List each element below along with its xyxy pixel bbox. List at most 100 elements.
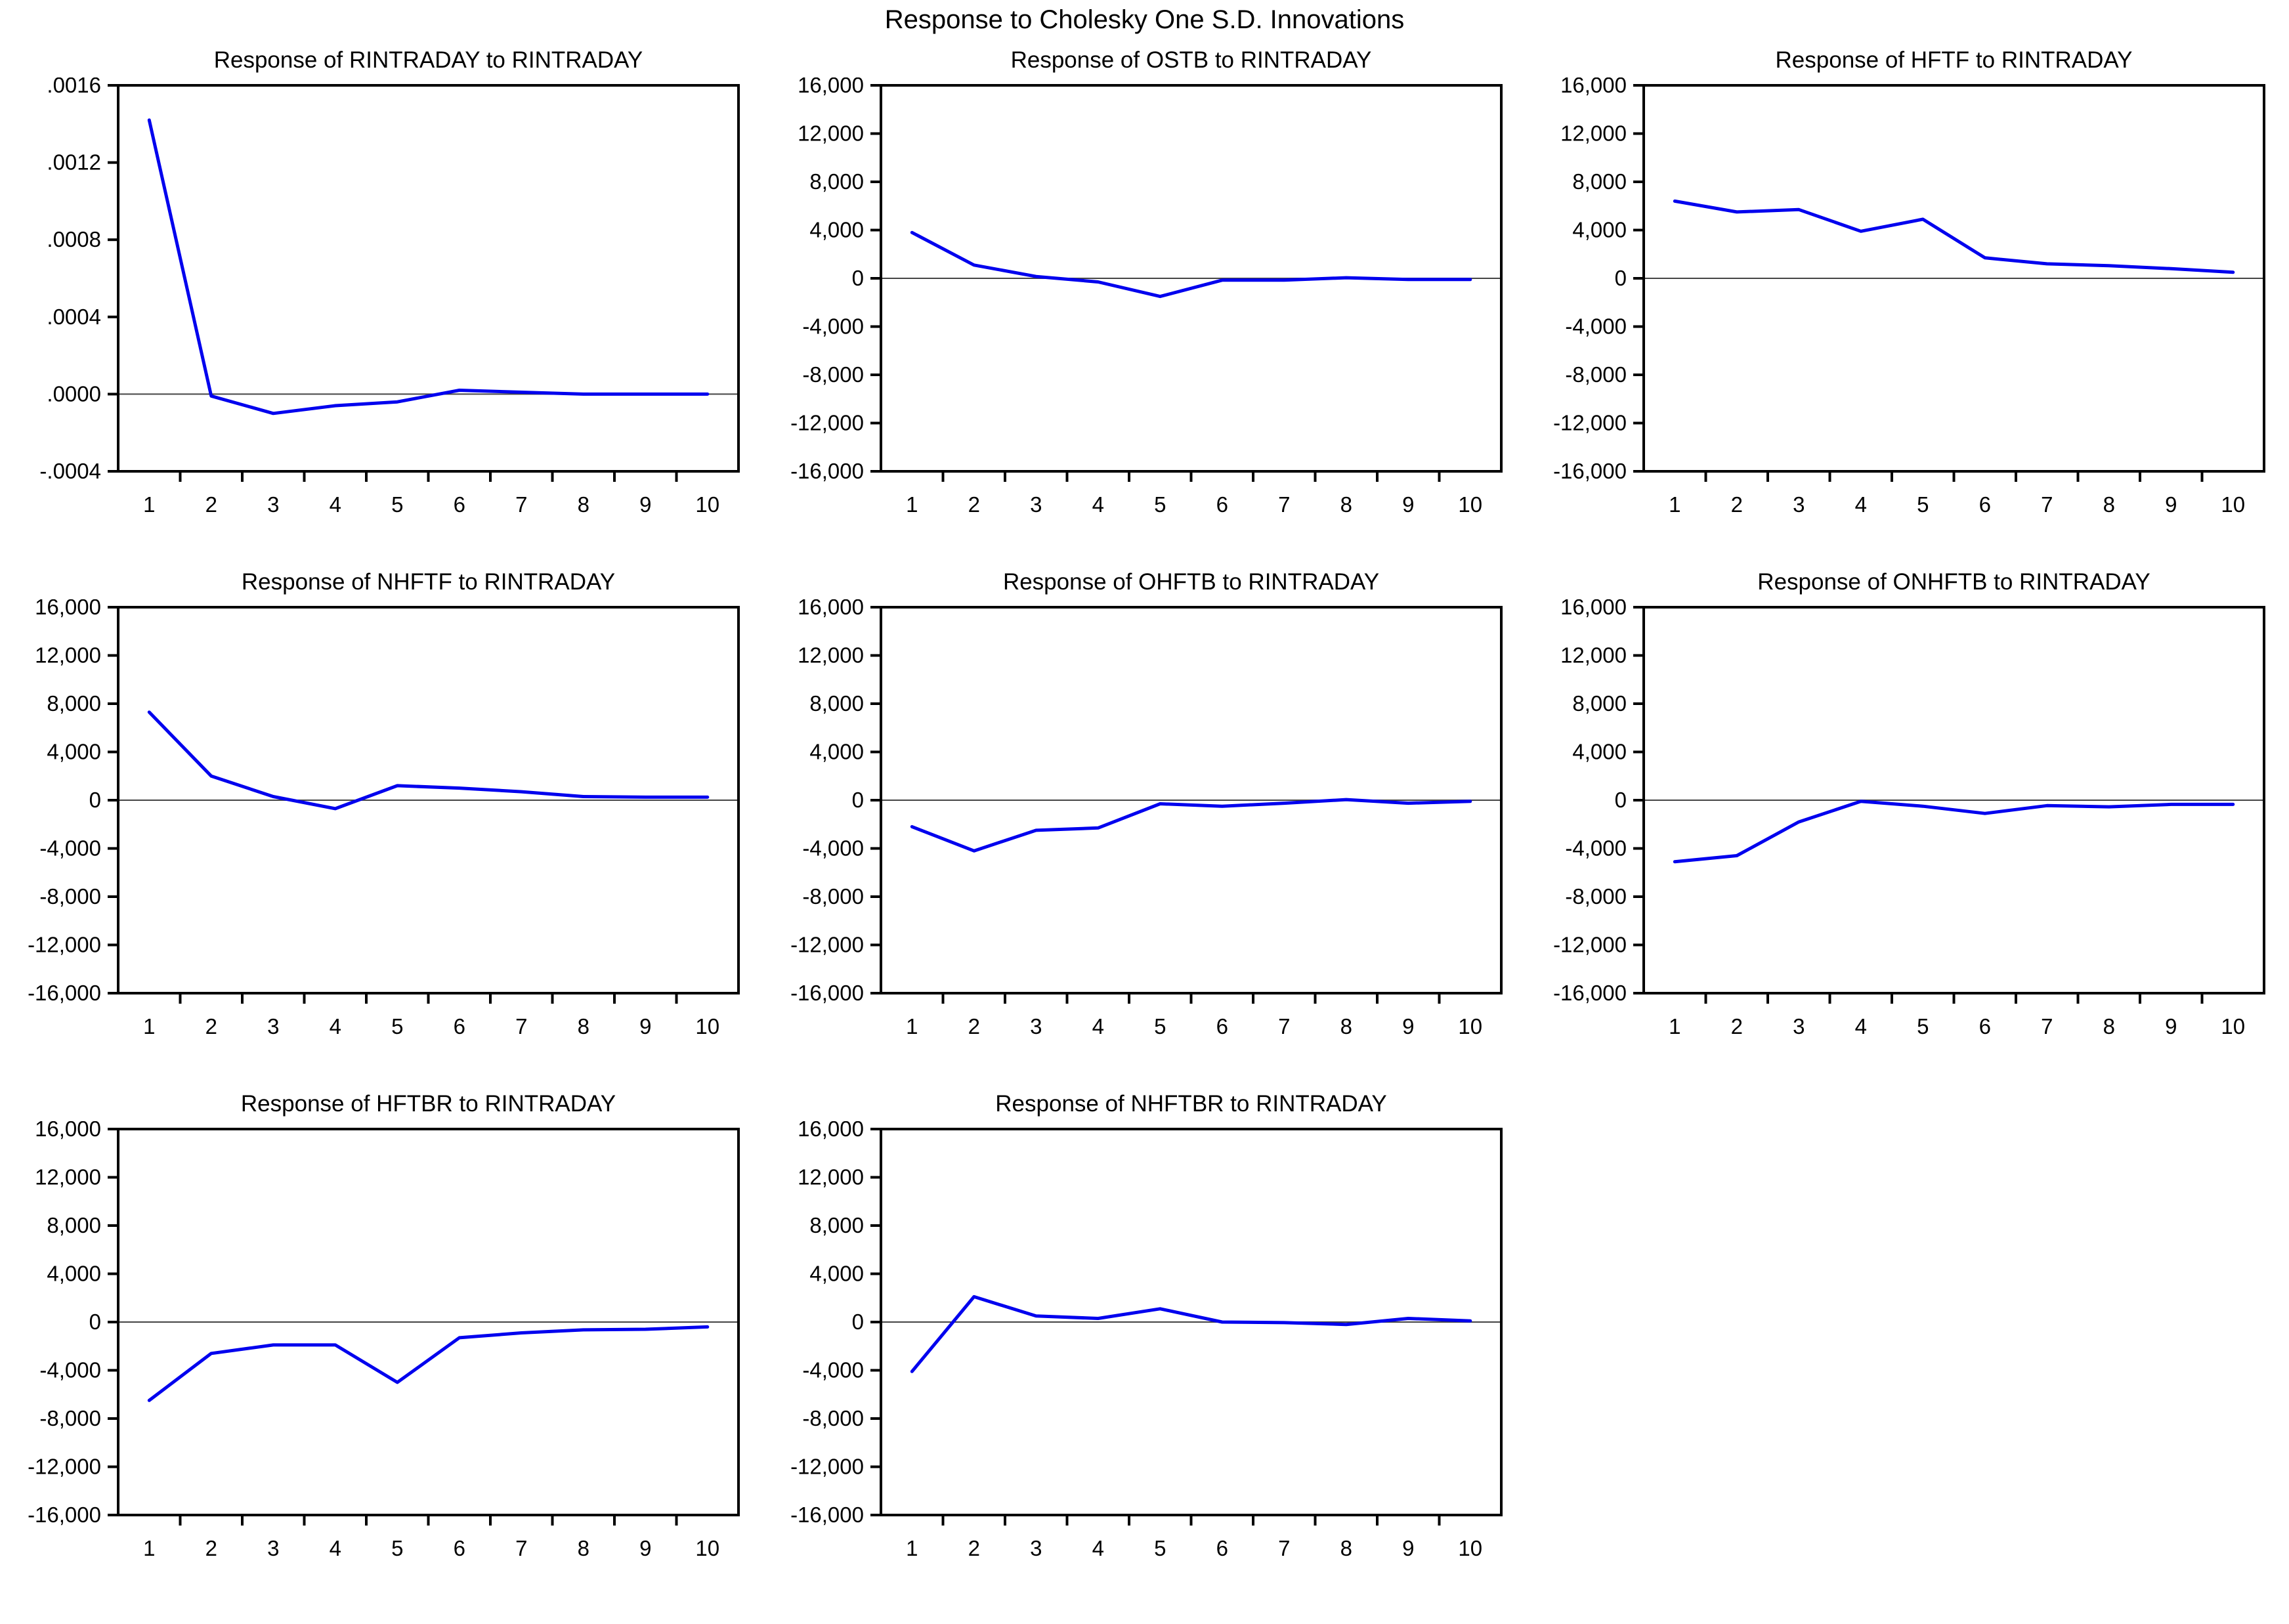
x-tick-label: 9 (2165, 1014, 2177, 1038)
x-tick-label: 5 (1917, 492, 1929, 517)
x-tick-label: 3 (1030, 492, 1042, 517)
x-tick-label: 1 (143, 1014, 155, 1038)
x-tick-label: 6 (454, 1536, 465, 1560)
y-tick-label: 8,000 (809, 691, 864, 716)
x-tick-label: 8 (578, 492, 589, 517)
y-tick-label: -16,000 (28, 1503, 101, 1527)
chart-title: Response of HFTF to RINTRADAY (1775, 47, 2133, 73)
y-tick-label: 0 (852, 266, 864, 290)
x-tick-label: 10 (695, 492, 719, 517)
y-tick-label: 16,000 (798, 77, 864, 97)
y-tick-label: -4,000 (802, 314, 864, 339)
y-tick-label: -8,000 (39, 1406, 101, 1430)
line-chart-svg: 16,000 12,000 8,000 4,000 0 -4,000 -8,000 -12,0… (790, 77, 1503, 517)
y-tick-label: -16,000 (1553, 459, 1627, 483)
plot-border (117, 606, 740, 994)
y-tick-label: 12,000 (1560, 643, 1627, 668)
y-tick-label: -16,000 (790, 459, 864, 483)
line-chart-svg: .0016 .0012 .0008 .0004 .0000 -.0004 1 2 3 4 5 6 7 8 9… (39, 77, 740, 517)
y-tick-label: .0012 (47, 150, 101, 175)
y-tick-label: 16,000 (1560, 77, 1627, 97)
x-tick-label: 7 (515, 1014, 527, 1038)
line-chart-svg: 16,000 12,000 8,000 4,000 0 -4,000 -8,000 -12,0… (28, 599, 740, 1038)
y-tick-label: -16,000 (28, 981, 101, 1005)
x-tick-label: 8 (1340, 1014, 1352, 1038)
x-tick-label: 9 (1402, 1536, 1414, 1560)
x-tick-label: 7 (1278, 1536, 1290, 1560)
y-tick-label: -8,000 (802, 362, 864, 387)
x-tick-label: 8 (1340, 1536, 1352, 1560)
y-tick-label: 8,000 (47, 1213, 101, 1237)
x-tick-label: 8 (578, 1014, 589, 1038)
x-tick-label: 8 (2103, 1014, 2115, 1038)
x-tick-label: 4 (1092, 1536, 1104, 1560)
y-tick-label: 8,000 (809, 1213, 864, 1237)
irf-line (147, 118, 710, 416)
x-tick-label: 6 (1979, 492, 1991, 517)
x-tick-label: 6 (1216, 492, 1228, 517)
y-tick-label: 4,000 (47, 1262, 101, 1286)
y-tick-label: -8,000 (802, 884, 864, 908)
chart-title: Response of NHFTBR to RINTRADAY (995, 1091, 1387, 1117)
x-tick-label: 5 (1154, 492, 1166, 517)
x-tick-label: 4 (330, 492, 341, 517)
x-tick-label: 5 (1917, 1014, 1929, 1038)
chart-panel-ostb: Response of OSTB to RINTRADAY 16,000 12,0… (763, 43, 1526, 565)
x-tick-label: 2 (205, 1536, 217, 1560)
x-tick-label: 4 (330, 1014, 341, 1038)
x-tick-label: 5 (391, 492, 403, 517)
y-tick-label: -12,000 (790, 411, 864, 435)
x-tick-label: 2 (1731, 1014, 1743, 1038)
x-tick-label: 7 (1278, 492, 1290, 517)
empty-panel (1526, 1087, 2288, 1609)
x-tick-label: 2 (205, 1014, 217, 1038)
y-tick-label: 12,000 (798, 121, 864, 146)
x-tick-label: 4 (1855, 492, 1867, 517)
y-tick-label: -16,000 (1553, 981, 1627, 1005)
y-tick-label: -4,000 (802, 1358, 864, 1382)
y-tick-label: 16,000 (798, 1121, 864, 1141)
x-tick-label: 9 (1402, 492, 1414, 517)
chart-panel-rintraday: Response of RINTRADAY to RINTRADAY .0016… (0, 43, 763, 565)
x-tick-label: 6 (454, 1014, 465, 1038)
figure-title: Response to Cholesky One S.D. Innovation… (884, 5, 1405, 34)
x-tick-label: 5 (1154, 1014, 1166, 1038)
chart-title: Response of RINTRADAY to RINTRADAY (213, 47, 643, 73)
y-tick-label: -4,000 (802, 836, 864, 861)
x-tick-label: 4 (330, 1536, 341, 1560)
irf-line (1673, 199, 2235, 274)
x-tick-label: 1 (1669, 492, 1680, 517)
x-tick-label: 7 (2041, 1014, 2053, 1038)
x-tick-label: 8 (2103, 492, 2115, 517)
chart-panel-nhftf: Response of NHFTF to RINTRADAY 16,000 12,… (0, 565, 763, 1087)
y-tick-label: .0000 (47, 381, 101, 406)
y-tick-label: -12,000 (28, 1455, 101, 1479)
y-tick-label: 4,000 (1572, 740, 1627, 764)
x-tick-label: 10 (1458, 1536, 1482, 1560)
plot-border (880, 606, 1503, 994)
y-tick-label: 8,000 (1572, 169, 1627, 194)
y-tick-label: -12,000 (790, 933, 864, 957)
chart-title: Response of ONHFTB to RINTRADAY (1757, 569, 2150, 595)
x-tick-label: 2 (205, 492, 217, 517)
y-tick-label: .0004 (47, 305, 101, 329)
x-tick-label: 9 (639, 1014, 651, 1038)
x-tick-label: 1 (1669, 1014, 1680, 1038)
y-tick-label: 8,000 (47, 691, 101, 716)
chart-panel-nhftbr: Response of NHFTBR to RINTRADAY 16,000 12… (763, 1087, 1526, 1609)
x-tick-label: 9 (639, 1536, 651, 1560)
chart-panel-hftbr: Response of HFTBR to RINTRADAY 16,000 12,… (0, 1087, 763, 1609)
y-tick-label: -12,000 (28, 933, 101, 957)
y-tick-label: -4,000 (39, 836, 101, 861)
x-tick-label: 4 (1092, 1014, 1104, 1038)
chart-panel-hftf: Response of HFTF to RINTRADAY 16,000 12,0… (1526, 43, 2288, 565)
plot-border (880, 84, 1503, 473)
x-tick-label: 1 (143, 492, 155, 517)
y-tick-label: .0008 (47, 227, 101, 251)
x-tick-label: 10 (695, 1014, 719, 1038)
x-tick-label: 1 (906, 492, 918, 517)
y-tick-label: 12,000 (35, 643, 101, 668)
y-tick-label: -8,000 (1565, 884, 1627, 908)
x-tick-label: 3 (1793, 492, 1805, 517)
